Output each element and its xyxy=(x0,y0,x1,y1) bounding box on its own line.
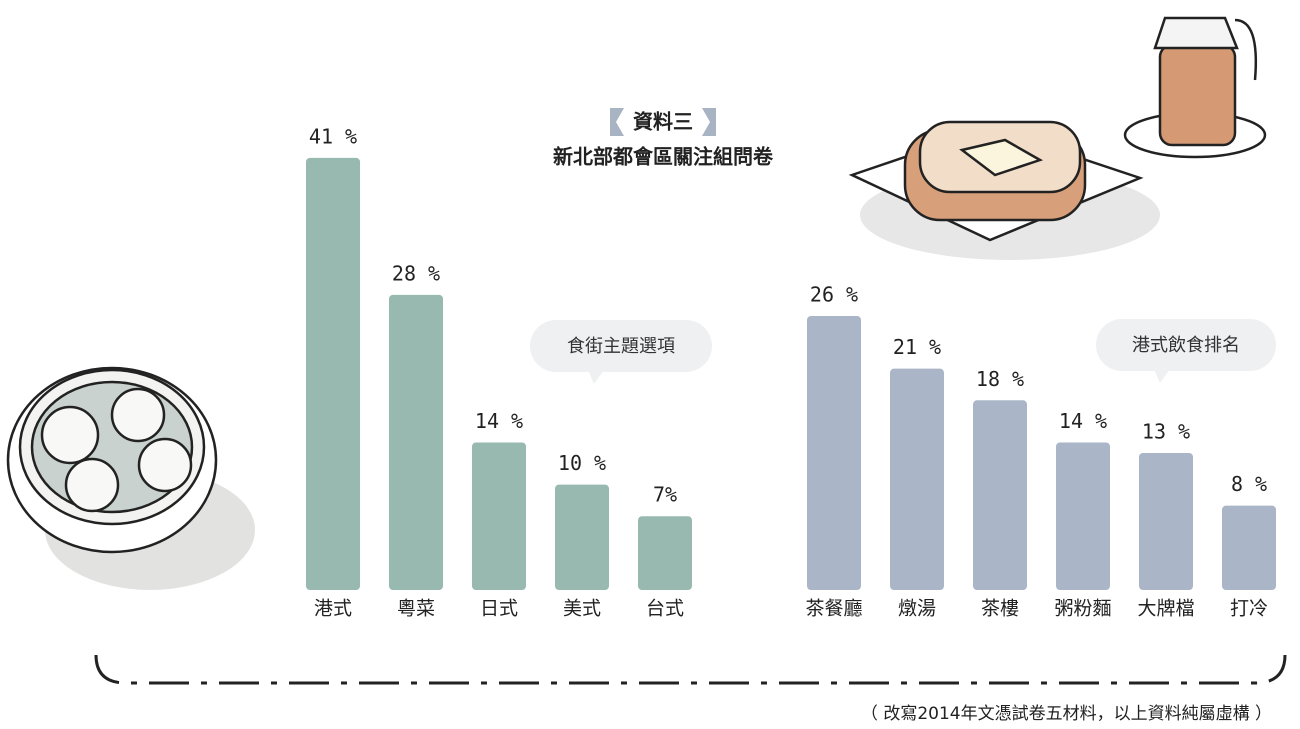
x-tick-label: 打冷 xyxy=(1230,598,1268,620)
x-tick-label: 日式 xyxy=(480,598,518,620)
value-label: 41 % xyxy=(309,124,357,148)
value-label: 7% xyxy=(653,483,677,507)
bar xyxy=(807,315,861,590)
bar xyxy=(973,400,1027,590)
x-tick-label: 大牌檔 xyxy=(1137,598,1194,620)
value-label: 8 % xyxy=(1231,472,1267,496)
bar xyxy=(1139,452,1193,590)
x-tick-label: 茶樓 xyxy=(981,598,1019,620)
bar xyxy=(306,157,360,591)
brace xyxy=(94,654,1287,685)
bar xyxy=(1056,442,1110,590)
bubble-label: 食街主題選項 xyxy=(567,336,675,357)
x-tick-label: 美式 xyxy=(563,598,601,620)
header-title: 資料三 xyxy=(633,110,693,134)
value-label: 18 % xyxy=(976,367,1024,391)
value-label: 14 % xyxy=(475,409,523,433)
x-tick-label: 茶餐廳 xyxy=(805,598,862,620)
x-tick-label: 粥粉麵 xyxy=(1054,598,1111,620)
bubble-label: 港式飲食排名 xyxy=(1132,335,1240,356)
tea-illustration xyxy=(1123,16,1267,159)
footnote: （ 改寫2014年文憑試卷五材料，以上資料純屬虛構 ） xyxy=(861,704,1272,724)
x-tick-label: 港式 xyxy=(314,598,352,620)
x-tick-label: 粵菜 xyxy=(397,598,435,620)
x-tick-label: 台式 xyxy=(646,598,684,620)
bubble xyxy=(1096,319,1276,383)
dim-sum-illustration xyxy=(6,366,255,590)
bar xyxy=(472,442,526,590)
value-label: 21 % xyxy=(893,335,941,359)
bracket-right xyxy=(702,108,716,136)
bracket-left xyxy=(610,108,624,136)
value-label: 14 % xyxy=(1059,409,1107,433)
bar xyxy=(555,484,609,590)
bar xyxy=(1222,505,1276,590)
bar xyxy=(389,294,443,590)
value-label: 10 % xyxy=(558,451,606,475)
bubble xyxy=(530,320,712,384)
value-label: 28 % xyxy=(392,261,440,285)
value-label: 13 % xyxy=(1142,419,1190,443)
header-subtitle: 新北部都會區關注組問卷 xyxy=(553,145,774,169)
value-label: 26 % xyxy=(810,282,858,306)
x-tick-label: 燉湯 xyxy=(898,598,936,620)
bar xyxy=(638,516,692,590)
toast-illustration xyxy=(848,120,1160,260)
bar xyxy=(890,368,944,590)
